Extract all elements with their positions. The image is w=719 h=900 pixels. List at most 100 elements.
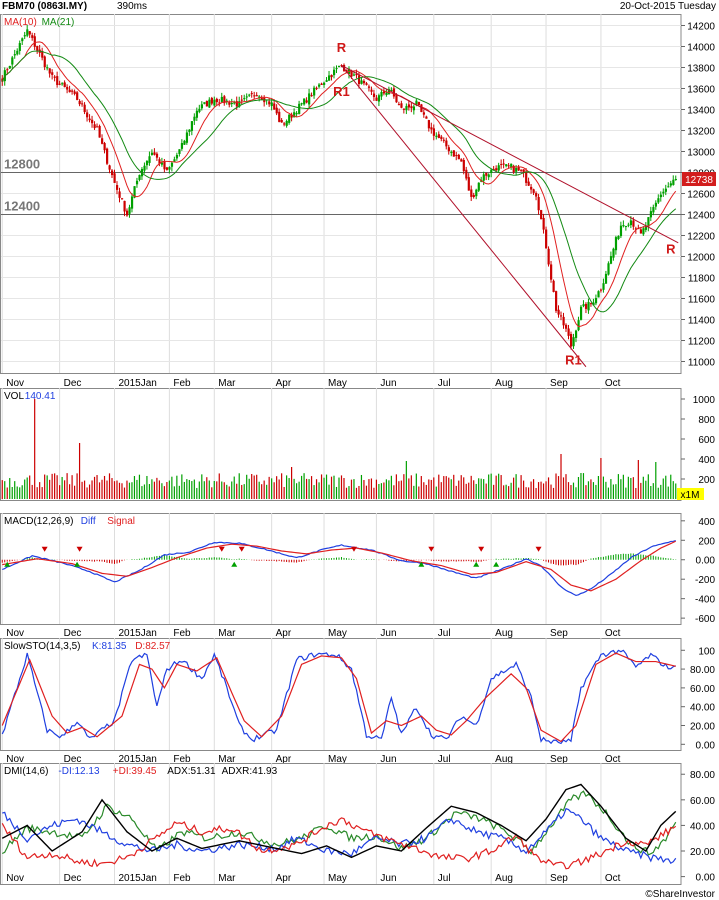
candle-body xyxy=(537,197,540,211)
candle-body xyxy=(587,301,590,311)
candle-body xyxy=(283,123,286,125)
candle-body xyxy=(387,89,391,95)
candle-body xyxy=(200,104,204,109)
candle-body xyxy=(83,104,86,113)
candle-body xyxy=(168,167,171,170)
candle-body xyxy=(487,174,490,178)
candle-body xyxy=(138,174,141,180)
dmi-plus-di-line xyxy=(1,817,677,870)
price-y-tick-label: 14000 xyxy=(687,43,715,54)
price-y-tick-label: 13800 xyxy=(687,64,715,75)
candle-body xyxy=(218,102,221,104)
candle-body xyxy=(520,169,523,171)
candle-body xyxy=(652,207,655,213)
dmi-adxr-legend: ADXR:41.93 xyxy=(222,766,278,777)
candle-body xyxy=(357,75,361,85)
candle-body xyxy=(46,67,49,69)
candle-body xyxy=(190,121,194,131)
candle-body xyxy=(290,114,293,118)
candle-body xyxy=(522,169,525,174)
candle-body xyxy=(432,128,435,136)
candle-body xyxy=(532,189,535,193)
candle-body xyxy=(662,191,665,194)
trend-annotation: R1 xyxy=(565,353,582,368)
candle-body xyxy=(23,35,26,37)
candle-body xyxy=(462,160,465,172)
candle-body xyxy=(455,155,458,157)
candle-body xyxy=(460,159,463,162)
candle-body xyxy=(362,80,366,84)
candle-body xyxy=(609,256,613,264)
candle-body xyxy=(370,89,373,92)
candle-body xyxy=(485,172,488,176)
candle-body xyxy=(56,76,59,85)
candle-body xyxy=(654,202,657,207)
price-y-tick-label: 11800 xyxy=(688,274,716,285)
x-tick-label: Apr xyxy=(276,754,292,765)
dmi-adx-line xyxy=(1,783,677,859)
candle-body xyxy=(512,165,515,173)
candle-body xyxy=(592,302,595,306)
candle-body xyxy=(155,153,159,158)
candle-body xyxy=(258,96,261,98)
render-time: 390ms xyxy=(117,1,148,12)
candle-body xyxy=(385,92,388,96)
candle-body xyxy=(113,173,116,183)
candle-body xyxy=(66,86,69,90)
candle-body xyxy=(106,148,109,164)
dmi-legend: DMI(14,6) xyxy=(4,766,48,777)
x-tick-label: Oct xyxy=(605,873,621,884)
candle-body xyxy=(350,70,353,77)
candle-body xyxy=(61,83,64,85)
candle-body xyxy=(268,101,271,105)
x-tick-label: 2015Jan xyxy=(118,873,156,884)
stochastic-d-line xyxy=(1,652,676,743)
trendline xyxy=(341,64,679,244)
ma21-legend: MA(21) xyxy=(42,17,75,28)
candle-body xyxy=(402,108,406,110)
buy-arrow-icon xyxy=(418,561,425,567)
candle-body xyxy=(88,118,91,121)
x-tick-label: Sep xyxy=(550,628,568,639)
candle-body xyxy=(143,165,146,171)
candle-body xyxy=(572,337,575,347)
candle-body xyxy=(180,143,184,149)
price-y-tick-label: 13000 xyxy=(687,148,715,159)
candle-body xyxy=(647,217,650,227)
candle-body xyxy=(672,179,675,185)
price-y-tick-label: 13200 xyxy=(687,127,715,138)
candle-body xyxy=(33,36,36,47)
macd-signal-legend: Signal xyxy=(107,516,135,527)
candle-body xyxy=(333,69,336,76)
price-y-tick-label: 11600 xyxy=(688,295,716,306)
candle-body xyxy=(617,235,620,239)
candle-body xyxy=(415,100,418,105)
candle-body xyxy=(622,225,625,227)
price-y-tick-label: 13600 xyxy=(687,85,715,96)
candle-body xyxy=(550,264,553,280)
candle-body xyxy=(380,91,383,97)
x-tick-label: Oct xyxy=(605,378,621,389)
dmi-panel-frame xyxy=(0,763,682,885)
candle-body xyxy=(632,220,635,227)
volume-unit-label: x1M xyxy=(681,490,700,501)
candle-body xyxy=(515,167,518,172)
x-tick-label: Aug xyxy=(495,754,513,765)
dmi-y-tick-label: 40.00 xyxy=(690,821,715,832)
volume-y-tick-label: 200 xyxy=(698,475,715,486)
candle-body xyxy=(153,152,156,155)
x-tick-label: May xyxy=(328,873,347,884)
candle-body xyxy=(367,86,371,88)
x-tick-label: Oct xyxy=(605,754,621,765)
last-price-box xyxy=(682,172,716,187)
x-tick-label: Feb xyxy=(173,378,191,389)
x-tick-label: Dec xyxy=(64,873,82,884)
candle-body xyxy=(627,224,630,226)
x-tick-label: Aug xyxy=(495,628,513,639)
candle-body xyxy=(163,161,166,170)
candle-body xyxy=(323,82,326,85)
candle-body xyxy=(128,207,131,214)
candle-body xyxy=(230,102,233,104)
last-price-label: 12738 xyxy=(685,175,713,186)
